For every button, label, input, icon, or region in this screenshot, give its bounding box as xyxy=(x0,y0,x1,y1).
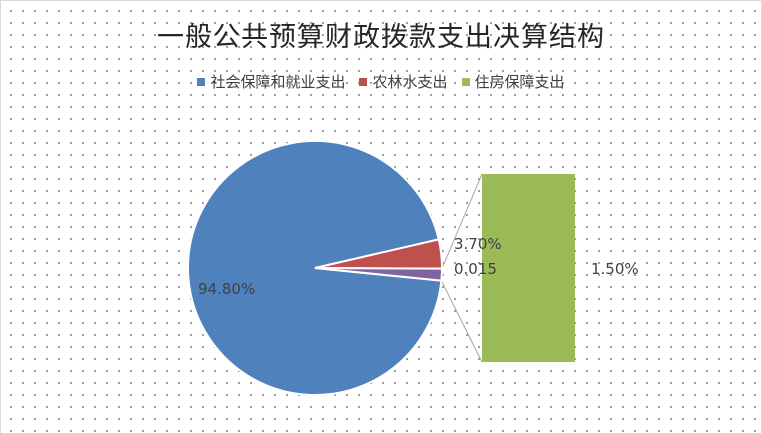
legend-item-social-security: 社会保障和就业支出 xyxy=(197,71,345,92)
pie-slice-other xyxy=(314,267,444,282)
legend-label-social-security: 社会保障和就业支出 xyxy=(210,73,346,91)
legend-label-agriculture: 农林水支出 xyxy=(372,73,448,91)
pie-slice-social-security xyxy=(187,140,443,396)
data-label-other: 0.015 xyxy=(454,260,497,278)
chart-title: 一般公共预算财政拨款支出决算结构 xyxy=(157,22,605,53)
data-label-housing: 1.50% xyxy=(591,260,639,278)
connector-line-bottom xyxy=(440,280,483,363)
legend-item-housing: 住房保障支出 xyxy=(461,71,565,92)
data-label-agriculture: 3.70% xyxy=(454,235,502,253)
connector-line-top xyxy=(441,173,483,269)
legend-swatch-social-security xyxy=(197,77,206,86)
legend-swatch-agriculture xyxy=(359,77,368,86)
data-label-social-security: 94.80% xyxy=(198,280,255,298)
legend-item-agriculture: 农林水支出 xyxy=(359,71,448,92)
legend-label-housing: 住房保障支出 xyxy=(474,73,565,91)
secondary-bar-housing xyxy=(482,174,575,362)
chart-legend: 社会保障和就业支出 农林水支出 住房保障支出 xyxy=(1,71,761,92)
legend-swatch-housing xyxy=(461,77,470,86)
